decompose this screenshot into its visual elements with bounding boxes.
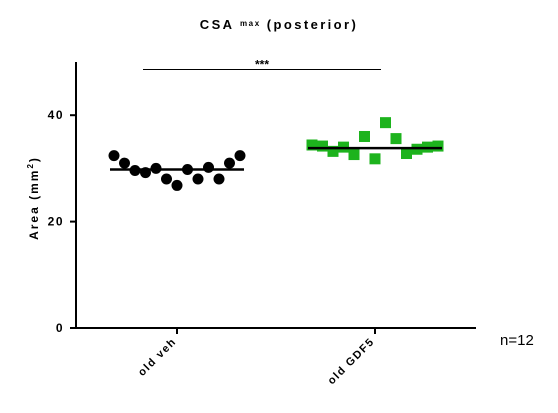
data-point (380, 117, 391, 128)
data-point (214, 174, 225, 185)
y-axis-label-main: Area (mm (27, 169, 41, 240)
data-point (391, 133, 402, 144)
data-point (161, 174, 172, 185)
x-tick-label: old veh (136, 336, 179, 379)
axes: 0 20 40 old veh old GDF5 *** (48, 57, 476, 387)
data-point (317, 141, 328, 152)
data-point (119, 158, 130, 169)
data-marks (109, 117, 444, 191)
y-axis-label: Area (mm2) (26, 156, 41, 240)
data-point (433, 141, 444, 152)
data-point (203, 162, 214, 173)
data-point (172, 180, 183, 191)
data-point (401, 148, 412, 159)
data-point (359, 131, 370, 142)
significance-label: *** (255, 57, 269, 71)
y-axis-label-suffix: ) (27, 156, 41, 162)
data-point (193, 174, 204, 185)
data-point (235, 150, 246, 161)
x-tick-label: old GDF5 (326, 336, 378, 388)
y-tick-label: 0 (56, 321, 64, 335)
data-point (224, 158, 235, 169)
data-point (109, 150, 120, 161)
y-tick-label: 20 (48, 215, 64, 229)
y-tick-label: 40 (48, 108, 64, 122)
data-point (370, 153, 381, 164)
sample-size-label: n=12 (500, 332, 534, 349)
data-point (349, 149, 360, 160)
